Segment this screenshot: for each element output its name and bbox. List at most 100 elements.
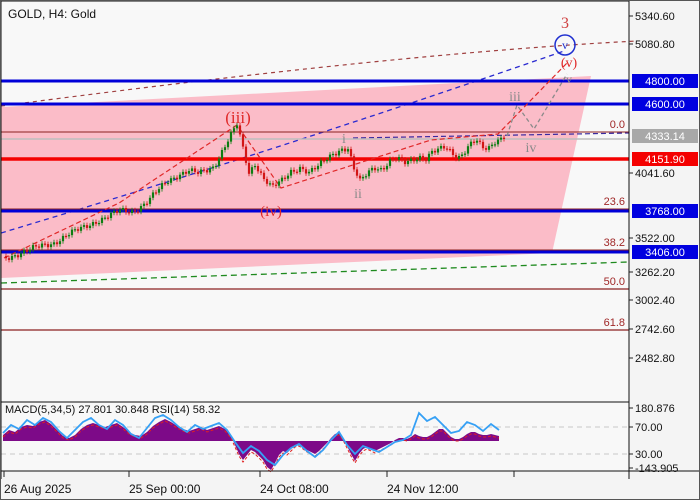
candle-body [421, 155, 425, 160]
wave-label: (v) [561, 56, 578, 71]
candle-body [367, 170, 371, 177]
candle-body [340, 148, 344, 151]
price-badge-label: 4800.00 [645, 76, 685, 88]
candle-body [484, 148, 488, 150]
candle-body [364, 176, 368, 178]
candle-body [433, 150, 437, 153]
fib-label: 0.0 [610, 119, 625, 131]
candle-body [55, 242, 59, 245]
time-axis-label: 26 Aug 2025 [4, 482, 72, 496]
candle-body [322, 160, 326, 162]
candle-body [112, 210, 116, 213]
candle-body [34, 245, 38, 247]
candle-body [166, 182, 170, 184]
candle-body [139, 206, 143, 212]
candle-body [64, 235, 68, 238]
candle-body [325, 160, 329, 162]
candle-body [496, 139, 500, 145]
wave-label: i [342, 132, 346, 147]
price-axis-tick-label: 3262.20 [635, 267, 675, 279]
candle-body [271, 183, 275, 185]
candle-body [184, 171, 188, 174]
rsi-line [2, 411, 500, 467]
candle-body [316, 165, 320, 170]
candle-body [304, 169, 308, 174]
candle-body [106, 217, 110, 219]
candle-body [121, 208, 125, 210]
price-badge [632, 97, 698, 111]
candle-body [274, 184, 278, 186]
indicator-axis-label: 180.876 [635, 403, 675, 415]
candle-body [181, 171, 185, 175]
candle-body [361, 176, 365, 179]
candle-body [211, 166, 215, 169]
candle-body [178, 174, 182, 180]
candle-body [214, 166, 218, 168]
time-axis-label: 24 Nov 12:00 [387, 482, 459, 496]
candle-body [43, 243, 47, 245]
candle-body [283, 177, 287, 179]
candle-body [31, 245, 35, 250]
candle-body [424, 159, 428, 162]
candle-body [442, 146, 446, 149]
candle-body [310, 168, 314, 172]
candle-body [448, 149, 452, 151]
time-axis-label: 25 Sep 00:00 [129, 482, 201, 496]
candle-body [58, 241, 62, 245]
navy-dashed-level [352, 132, 630, 139]
red-dashed-zigzag [3, 62, 568, 259]
price-axis-tick-label: 5080.80 [635, 39, 675, 51]
candle-body [418, 155, 422, 160]
candle-body [37, 246, 41, 248]
candle-body [439, 146, 443, 149]
candle-body [133, 210, 137, 212]
candle-body [478, 140, 482, 142]
candle-body [253, 166, 257, 168]
candle-body [346, 149, 350, 152]
candle-body [490, 144, 494, 147]
candle-body [154, 192, 158, 194]
candle-body [412, 158, 416, 162]
candle-body [76, 229, 80, 231]
candle-body [481, 141, 485, 149]
candle-body [352, 156, 356, 170]
candle-body [220, 150, 224, 159]
candle-body [169, 178, 173, 183]
candle-body [415, 159, 419, 162]
candle-body [88, 225, 92, 228]
candle-body [4, 256, 8, 259]
wave-circle [554, 34, 576, 56]
candle-body [460, 154, 464, 156]
candle-body [385, 165, 389, 170]
price-badge [632, 129, 698, 143]
price-axis-tick-label: 4041.60 [635, 168, 675, 180]
candle-body [337, 150, 341, 156]
candle-body [100, 217, 104, 223]
candle-body [232, 128, 236, 133]
price-axis-tick-label: 5340.60 [635, 11, 675, 23]
candle-body [82, 225, 86, 227]
candle-body [259, 171, 263, 173]
wave-label: ii [354, 187, 362, 202]
candle-body [124, 208, 128, 213]
candle-body [7, 258, 11, 260]
candle-body [472, 141, 476, 143]
candle-body [265, 179, 269, 184]
candle-body [376, 169, 380, 171]
trend-channel-fill [1, 76, 591, 278]
candle-body [85, 225, 89, 228]
candle-body [319, 160, 323, 166]
candle-body [394, 159, 398, 161]
candle-body [262, 172, 266, 179]
candle-body [46, 244, 50, 248]
price-badge [632, 204, 698, 218]
candle-body [313, 168, 317, 170]
candle-body [238, 125, 242, 135]
candle-body [148, 197, 152, 204]
candle-body [202, 169, 206, 171]
candle-body [457, 156, 461, 159]
candle-body [172, 177, 176, 179]
candle-body [469, 141, 473, 147]
candle-body [190, 168, 194, 171]
